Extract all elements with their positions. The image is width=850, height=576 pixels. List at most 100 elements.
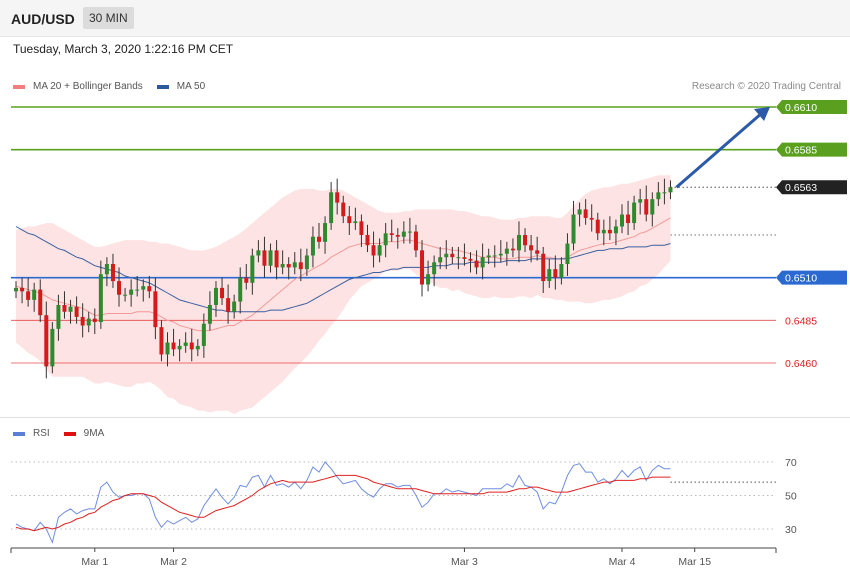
candle-body — [516, 235, 521, 251]
candle-body — [335, 192, 340, 203]
x-tick-label-1: Mar 2 — [160, 556, 187, 568]
candle-body — [474, 260, 479, 268]
candle-body — [153, 291, 158, 328]
candle-body — [189, 342, 194, 350]
candle-body — [420, 250, 425, 285]
timeframe-badge[interactable]: 30 MIN — [83, 7, 134, 29]
level-tag-0 — [776, 100, 847, 114]
ma9-legend-label: 9MA — [83, 428, 105, 439]
candle-body — [480, 257, 485, 268]
candle-body — [589, 217, 594, 220]
candle-body — [662, 192, 667, 194]
level-label-2: 0.6563 — [785, 182, 817, 194]
candle-body — [256, 250, 261, 256]
candle-body — [171, 342, 176, 350]
level-label-1: 0.6585 — [785, 145, 817, 157]
x-tick-label-0: Mar 1 — [81, 556, 108, 568]
credit-text: Research © 2020 Trading Central — [691, 81, 841, 92]
candle-body — [310, 236, 315, 256]
candle-body — [141, 286, 146, 290]
candle-body — [268, 250, 273, 266]
candle-body — [274, 250, 279, 268]
candle-body — [129, 289, 134, 295]
candle-body — [32, 289, 37, 300]
candle-body — [359, 221, 364, 235]
candle-body — [292, 262, 297, 268]
candle-body — [20, 287, 25, 292]
rsi-legend-label: RSI — [33, 428, 50, 439]
candle-body — [456, 257, 461, 259]
candle-body — [68, 306, 73, 312]
candle-body — [510, 248, 515, 251]
level-label-4: 0.6485 — [785, 315, 817, 327]
candle-body — [407, 231, 412, 233]
x-tick-label-4: Mar 15 — [678, 556, 711, 568]
candle-body — [577, 209, 582, 215]
candle-body — [26, 291, 31, 300]
candle-body — [44, 315, 49, 367]
candle-body — [201, 323, 206, 346]
rsi-legend: RSI 9MA — [13, 428, 104, 439]
symbol-title: AUD/USD — [11, 11, 75, 27]
level-tag-1 — [776, 142, 847, 157]
candle-body — [341, 202, 346, 217]
candle-body — [523, 235, 528, 246]
candle-body — [123, 294, 128, 296]
x-tick-label-2: Mar 3 — [451, 556, 478, 568]
candle-body — [450, 253, 455, 258]
chart-header: AUD/USD 30 MIN — [0, 0, 850, 37]
x-tick-label-3: Mar 4 — [609, 556, 636, 568]
candle-body — [135, 289, 140, 291]
candle-body — [250, 255, 255, 283]
candle-body — [565, 243, 570, 265]
candle-body — [213, 287, 218, 305]
candle-body — [547, 269, 552, 282]
price-legend: MA 20 + Bollinger Bands MA 50 — [13, 81, 205, 92]
candle-body — [432, 262, 437, 275]
candle-body — [74, 306, 79, 317]
candle-body — [613, 226, 618, 234]
candle-body — [462, 257, 467, 259]
candle-body — [110, 264, 115, 282]
candle-body — [583, 209, 588, 218]
candle-body — [347, 216, 352, 224]
rsi-tick-label-30: 30 — [785, 524, 797, 536]
ma50-swatch — [156, 84, 169, 89]
candle-body — [438, 257, 443, 263]
rsi-line — [15, 461, 671, 544]
candle-body — [371, 245, 376, 256]
level-tag-3 — [776, 270, 847, 285]
candle-body — [298, 262, 303, 270]
candle-body — [165, 342, 170, 355]
candle-body — [220, 287, 225, 299]
candle-body — [177, 345, 182, 350]
candle-body — [159, 327, 164, 355]
candle-body — [104, 264, 109, 275]
candle-body — [571, 214, 576, 244]
candle-body — [183, 342, 188, 346]
candle-body — [656, 192, 661, 200]
rsi-swatch — [13, 431, 25, 436]
candle-body — [607, 229, 612, 234]
candle-body — [389, 233, 394, 235]
candle-body — [86, 318, 91, 326]
candle-body — [395, 235, 400, 237]
candle-body — [207, 304, 212, 324]
candle-body — [383, 233, 388, 246]
candle-body — [280, 264, 285, 268]
candle-body — [541, 253, 546, 282]
candle-body — [413, 231, 418, 251]
candle-body — [601, 229, 606, 234]
candle-body — [620, 214, 624, 227]
candle-body — [650, 199, 655, 215]
candle-body — [195, 345, 200, 350]
candle-body — [401, 231, 406, 237]
ma9-swatch — [63, 431, 76, 436]
candle-body — [98, 274, 103, 323]
candle-body — [638, 199, 643, 203]
candle-body — [553, 269, 558, 278]
candle-body — [92, 318, 97, 323]
candle-body — [504, 248, 509, 254]
candle-body — [492, 255, 497, 257]
